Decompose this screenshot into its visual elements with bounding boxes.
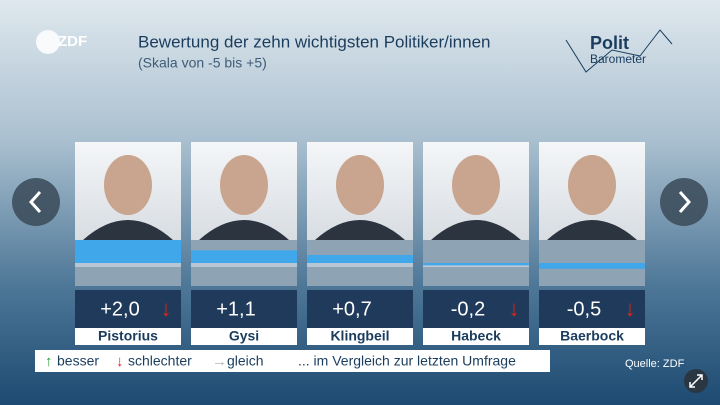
bar xyxy=(539,263,645,269)
value-box xyxy=(423,290,529,328)
expand-button[interactable] xyxy=(684,369,708,393)
photo-body xyxy=(83,220,173,240)
legend-label: schlechter xyxy=(128,353,192,369)
name-box xyxy=(423,328,529,345)
value-box xyxy=(307,290,413,328)
bar xyxy=(191,250,297,263)
chart-title: Bewertung der zehn wichtigsten Politiker… xyxy=(138,32,490,51)
legend-note: ... im Vergleich zur letzten Umfrage xyxy=(298,353,516,369)
name-box xyxy=(191,328,297,345)
category-label: Klingbeil xyxy=(330,328,389,344)
expand-icon[interactable] xyxy=(689,374,703,388)
category-label: Pistorius xyxy=(98,328,158,344)
bar xyxy=(307,254,413,263)
brand-barometer: Barometer xyxy=(590,52,646,66)
bar xyxy=(75,240,181,263)
legend-symbol: → xyxy=(212,353,227,370)
category-label: Gysi xyxy=(229,328,259,344)
category-label: Habeck xyxy=(451,328,501,344)
baseline xyxy=(191,263,297,267)
brand-line xyxy=(565,29,673,73)
photo-head xyxy=(452,155,500,215)
next-icon[interactable] xyxy=(678,190,692,214)
value-box xyxy=(75,290,181,328)
baseline xyxy=(307,263,413,267)
logo: ZDF xyxy=(58,33,87,50)
photo-head xyxy=(220,155,268,215)
legend-box xyxy=(35,350,550,372)
legend-symbol: ↓ xyxy=(116,353,124,370)
photo-body xyxy=(315,220,405,240)
name-box xyxy=(75,328,181,345)
value-box xyxy=(539,290,645,328)
value-label: -0,2 xyxy=(451,298,485,320)
photo-head xyxy=(104,155,152,215)
value-label: +1,1 xyxy=(216,298,255,320)
photo-body xyxy=(547,220,637,240)
chart-subtitle: (Skala von -5 bis +5) xyxy=(138,55,267,71)
trend-arrow: ↓ xyxy=(161,296,172,321)
source: Quelle: ZDF xyxy=(625,358,685,370)
logo-mark xyxy=(36,30,60,54)
photo-body xyxy=(199,220,289,240)
prev-button[interactable] xyxy=(12,178,60,226)
brand-polit: Polit xyxy=(590,33,629,53)
name-box xyxy=(539,328,645,345)
photo-head xyxy=(568,155,616,215)
category-label: Baerbock xyxy=(560,328,624,344)
value-box xyxy=(191,290,297,328)
value-label: +0,7 xyxy=(332,298,371,320)
trend-arrow: ↓ xyxy=(625,296,636,321)
legend-label: besser xyxy=(57,353,99,369)
next-circle[interactable] xyxy=(660,178,708,226)
value-label: +2,0 xyxy=(100,298,139,320)
prev-circle[interactable] xyxy=(12,178,60,226)
photo-body xyxy=(431,220,521,240)
photo-head xyxy=(336,155,384,215)
prev-icon[interactable] xyxy=(28,190,42,214)
next-button[interactable] xyxy=(660,178,708,226)
legend-symbol: ↑ xyxy=(45,353,53,370)
trend-arrow: ↓ xyxy=(509,296,520,321)
legend-label: gleich xyxy=(227,353,264,369)
baseline xyxy=(75,263,181,267)
name-box xyxy=(307,328,413,345)
value-label: -0,5 xyxy=(567,298,601,320)
bar xyxy=(423,263,529,266)
